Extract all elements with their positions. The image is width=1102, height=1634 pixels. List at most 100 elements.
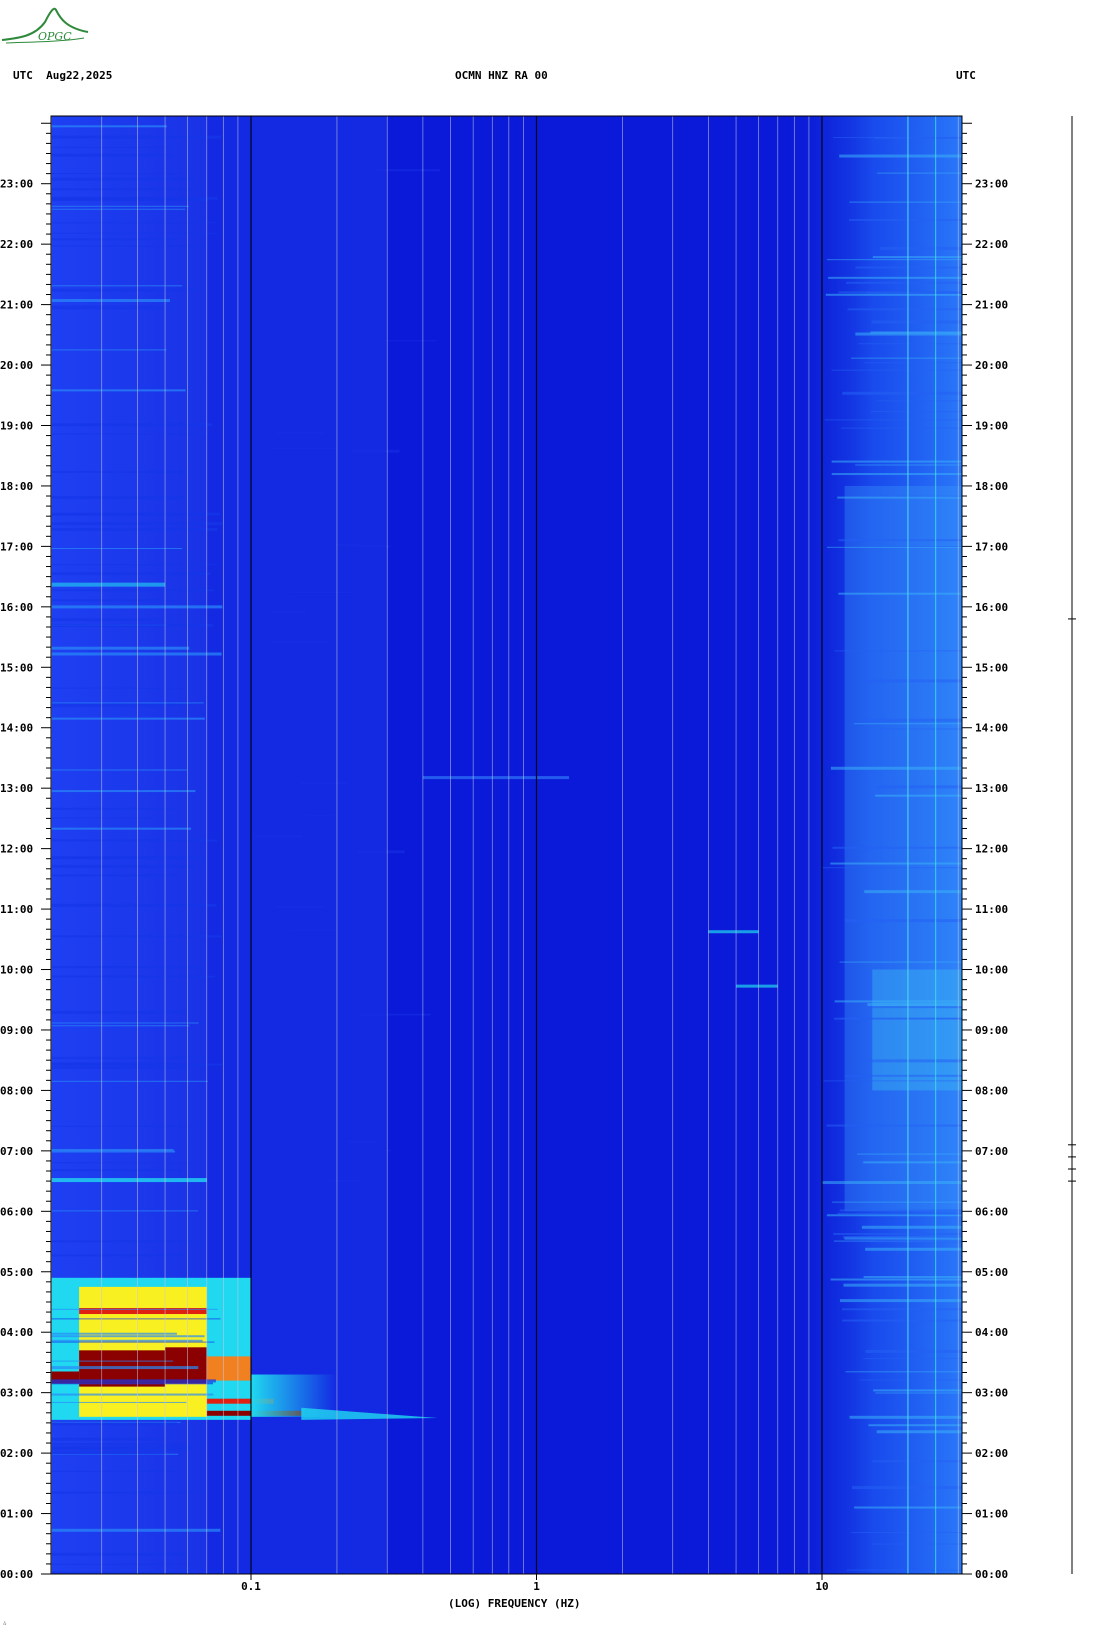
spectral-stripe xyxy=(51,1571,187,1575)
y-tick-label-right: 16:00 xyxy=(975,601,1008,614)
spectral-stripe xyxy=(51,623,214,627)
y-tick-label-right: 21:00 xyxy=(975,299,1008,312)
y-tick-label-right: 02:00 xyxy=(975,1447,1008,1460)
spectral-stripe xyxy=(842,1319,962,1322)
spectral-stripe xyxy=(350,449,400,453)
spectral-stripe xyxy=(51,769,188,771)
y-tick-label-right: 03:00 xyxy=(975,1387,1008,1400)
y-tick-label-left: 17:00 xyxy=(0,540,33,553)
spectral-stripe xyxy=(830,1278,962,1281)
y-tick-label-right: 01:00 xyxy=(975,1508,1008,1521)
spectral-stripe xyxy=(824,419,962,421)
spectral-stripe xyxy=(51,572,211,576)
x-tick-label: 1 xyxy=(533,1580,540,1593)
footer-mark: ∴ xyxy=(3,1620,7,1627)
x-tick-label: 0.1 xyxy=(241,1580,261,1593)
spectral-stripe xyxy=(864,890,962,894)
spectral-stripe xyxy=(863,1161,962,1164)
spectral-stripe xyxy=(51,1056,207,1058)
spectral-stripe xyxy=(871,320,962,324)
spectral-stripe xyxy=(51,903,217,907)
spectral-stripe xyxy=(51,605,223,609)
spectral-stripe xyxy=(51,817,173,819)
spectral-stripe xyxy=(51,1062,177,1065)
spectral-stripe xyxy=(832,1201,962,1203)
spectral-stripe xyxy=(270,1362,340,1364)
spectral-stripe xyxy=(51,308,167,310)
spectral-stripe xyxy=(51,205,189,207)
spectral-stripe xyxy=(51,1022,199,1024)
spectral-stripe xyxy=(855,332,962,336)
noise-burst-region xyxy=(872,969,962,1091)
spectral-stripe xyxy=(51,173,193,175)
spectral-stripe xyxy=(51,1169,182,1172)
y-tick-label-left: 00:00 xyxy=(0,1568,33,1581)
spectral-stripe xyxy=(51,1445,194,1449)
y-tick-label-left: 10:00 xyxy=(0,964,33,977)
spectral-stripe xyxy=(51,1335,205,1338)
spectral-stripe xyxy=(840,1017,962,1019)
spectral-stripe xyxy=(875,1392,962,1394)
plot-frame xyxy=(50,115,963,1575)
y-tick-label-right: 11:00 xyxy=(975,903,1008,916)
spectral-stripe xyxy=(51,153,172,157)
spectral-stripe xyxy=(51,1451,166,1455)
spectral-stripe xyxy=(358,1013,431,1016)
y-tick-label-left: 04:00 xyxy=(0,1326,33,1339)
spot-0945 xyxy=(736,984,778,988)
spectral-stripe xyxy=(51,548,183,550)
y-tick-label-right: 15:00 xyxy=(975,661,1008,674)
spectral-stripe xyxy=(270,447,339,450)
y-tick-label-right: 22:00 xyxy=(975,238,1008,251)
spectral-stripe xyxy=(831,369,962,371)
event-red-line xyxy=(79,1308,207,1315)
spectral-stripe xyxy=(51,687,183,689)
y-tick-label-right: 10:00 xyxy=(975,964,1008,977)
y-tick-label-left: 18:00 xyxy=(0,480,33,493)
spectral-stripe xyxy=(51,1162,195,1164)
spectral-stripe xyxy=(877,785,962,789)
spectral-stripe xyxy=(846,281,962,284)
y-tick-label-left: 03:00 xyxy=(0,1387,33,1400)
spectral-stripe xyxy=(876,400,962,402)
spectral-stripe xyxy=(51,305,166,309)
streak-1310 xyxy=(422,776,570,780)
spectral-stripe xyxy=(867,546,962,548)
y-tick-label-left: 12:00 xyxy=(0,843,33,856)
spectral-stripe xyxy=(51,433,209,435)
spectral-stripe xyxy=(51,1240,194,1243)
spectral-stripe xyxy=(849,201,962,203)
spectral-stripe xyxy=(863,679,962,683)
spectral-stripe xyxy=(842,1236,962,1239)
spectral-stripe xyxy=(51,1150,176,1153)
header-station-label: OCMN HNZ RA 00 xyxy=(455,69,548,82)
spectral-stripe xyxy=(365,1150,391,1152)
spectral-stripe xyxy=(51,470,189,473)
spectral-stripe xyxy=(51,1491,198,1494)
y-tick-label-left: 19:00 xyxy=(0,419,33,432)
low-freq-streak-1620 xyxy=(51,582,166,587)
spectral-stripe xyxy=(51,527,218,531)
spectral-stripe xyxy=(307,815,334,817)
spectral-stripe xyxy=(272,610,306,614)
frequency-gridlines-layer xyxy=(51,116,959,1574)
spectral-stripe xyxy=(51,1318,221,1320)
spectral-stripe xyxy=(51,1025,190,1027)
spectral-stripe xyxy=(51,1382,214,1385)
spectral-stripe xyxy=(839,961,962,963)
spectral-stripe xyxy=(839,154,962,158)
spectral-stripe xyxy=(51,856,202,860)
y-tick-label-right: 20:00 xyxy=(975,359,1008,372)
spectral-stripe xyxy=(877,172,962,174)
y-tick-label-right: 09:00 xyxy=(975,1024,1008,1037)
y-tick-label-left: 22:00 xyxy=(0,238,33,251)
y-tick-label-left: 07:00 xyxy=(0,1145,33,1158)
spectral-stripe xyxy=(51,238,179,241)
spectral-stripe xyxy=(879,246,962,250)
spectral-stripe xyxy=(51,1125,199,1127)
y-tick-label-right: 07:00 xyxy=(975,1145,1008,1158)
spectral-stripe xyxy=(51,423,213,427)
spectral-stripe xyxy=(848,218,962,221)
spectral-stripe xyxy=(51,1332,177,1335)
